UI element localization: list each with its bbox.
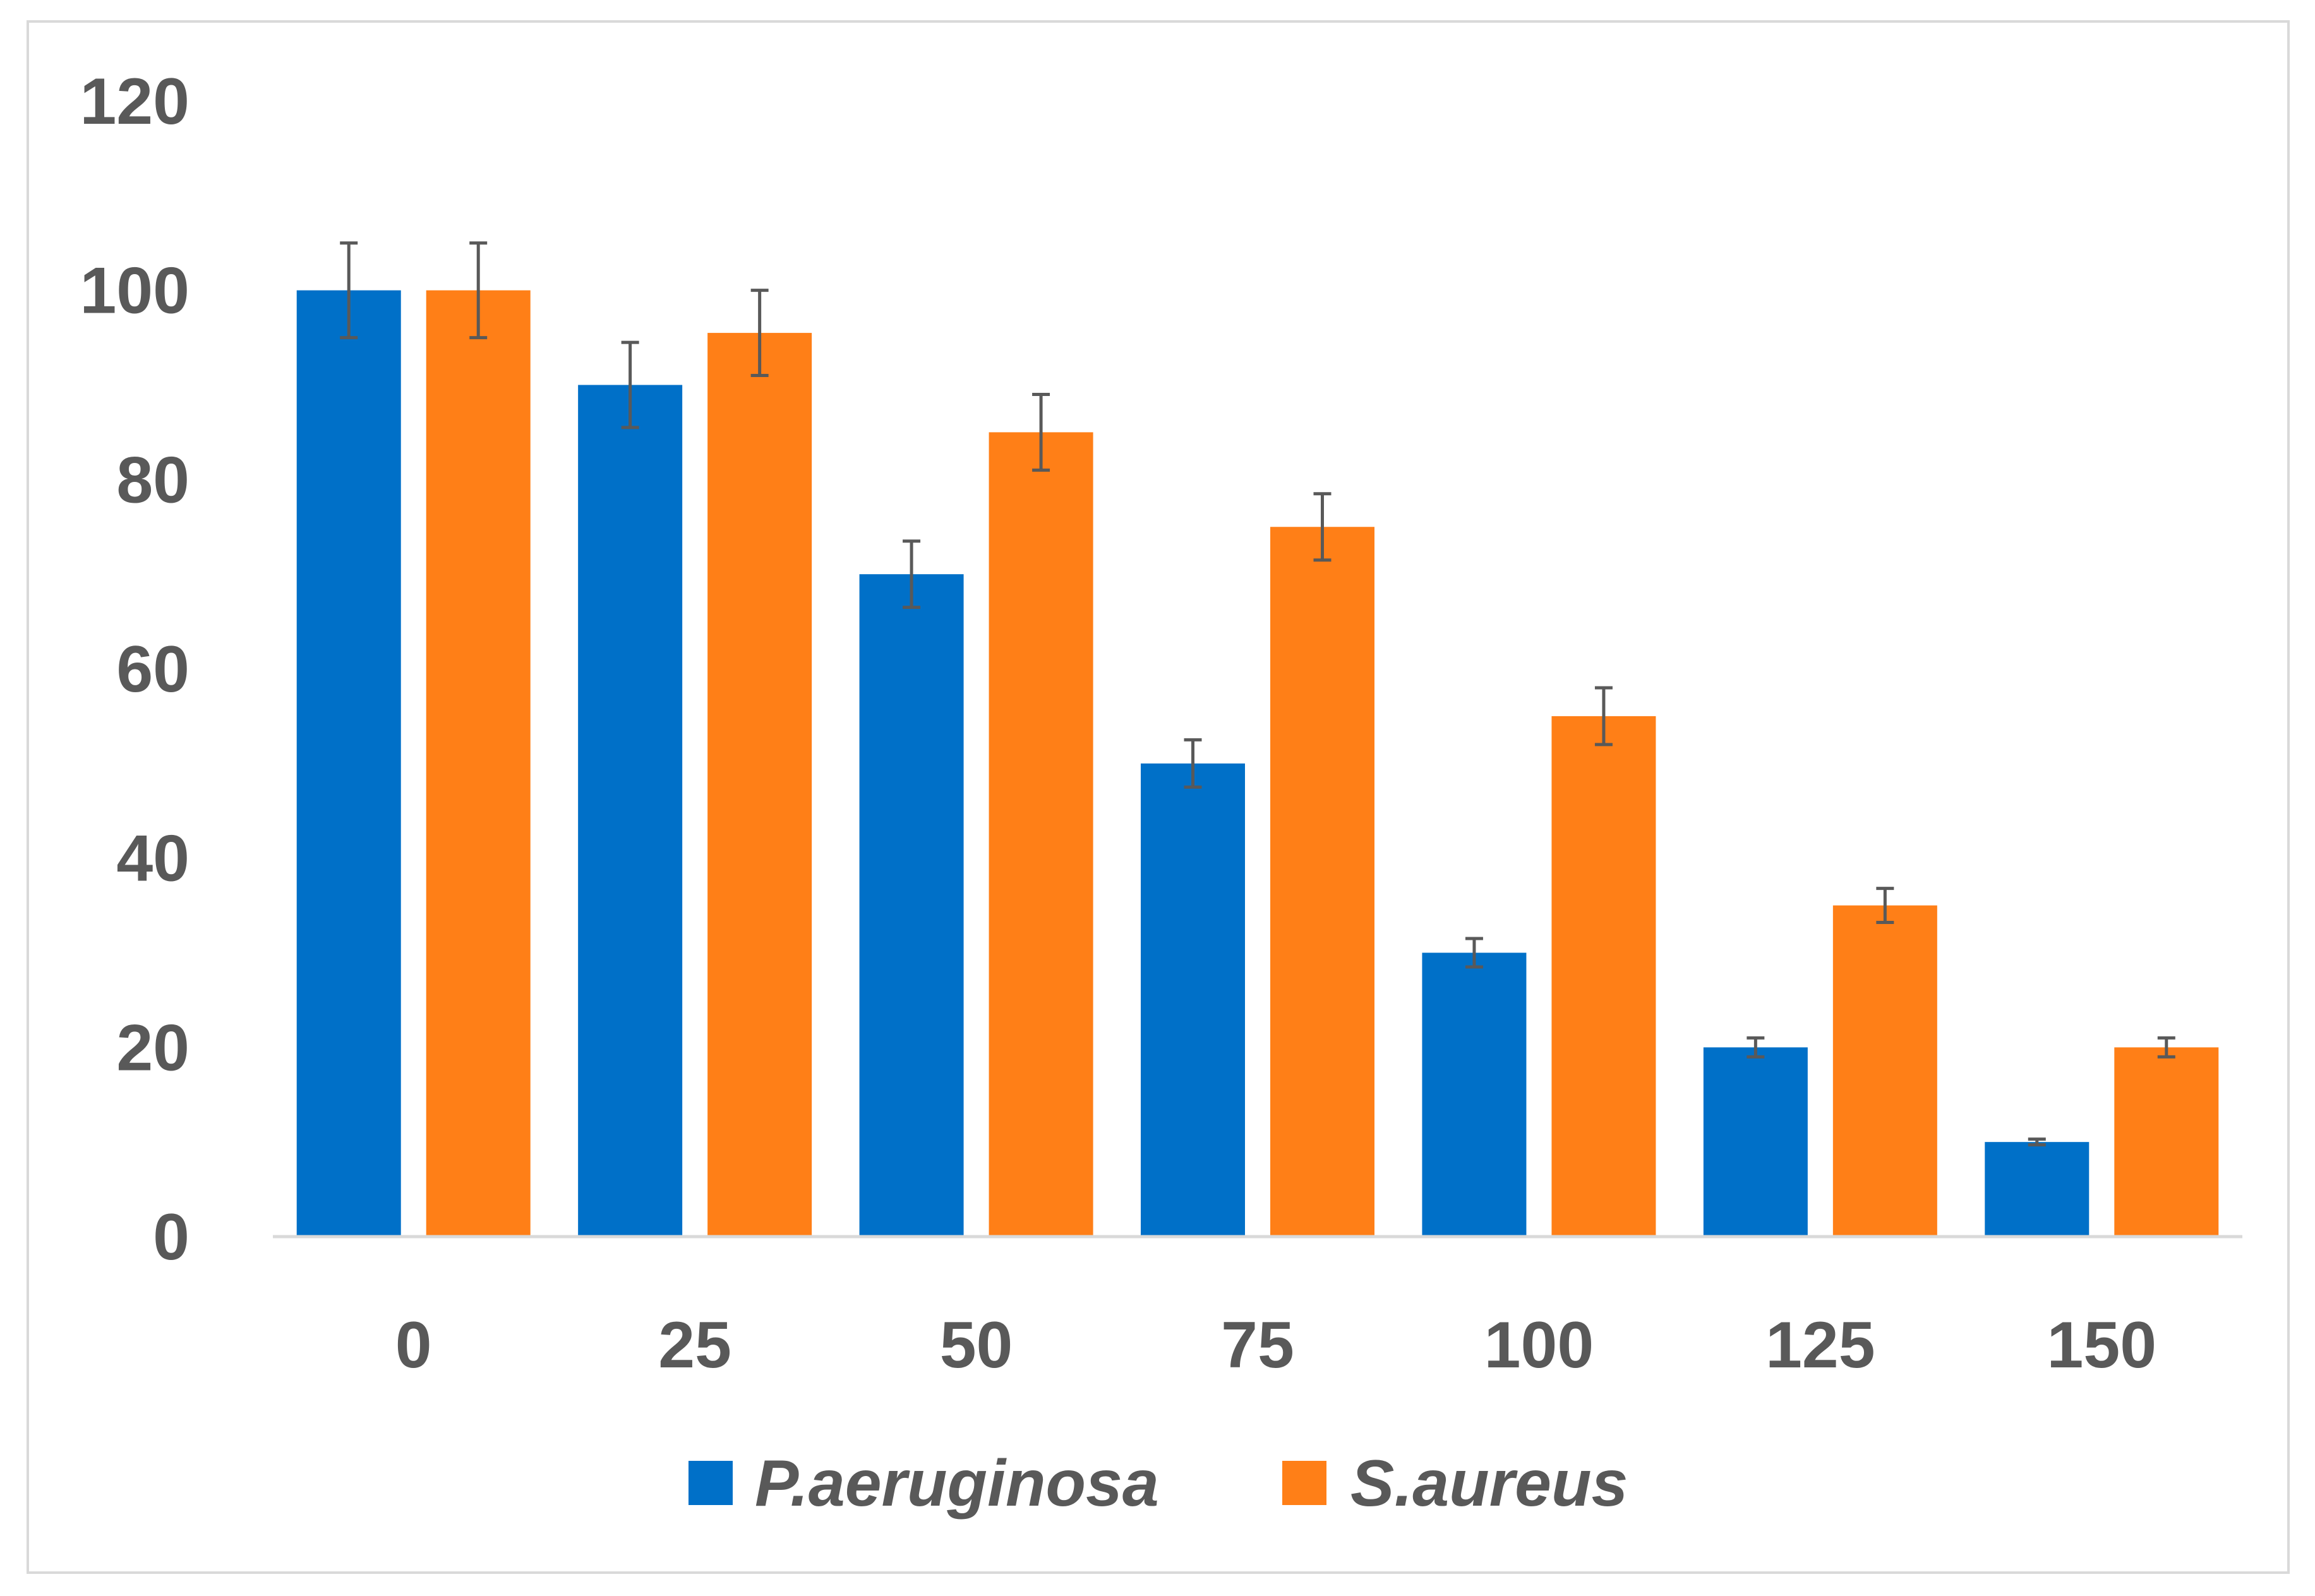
bar-paeruginosa-25 [578, 385, 683, 1237]
bar-saureus-50 [989, 432, 1093, 1237]
bar-paeruginosa-100 [1422, 952, 1527, 1237]
y-tick-label: 100 [80, 255, 189, 328]
error-bar [1184, 738, 1202, 789]
error-bar [2157, 1036, 2175, 1059]
error-bar [1313, 492, 1332, 562]
error-bar [903, 539, 921, 609]
error-bar [2028, 1137, 2046, 1147]
y-tick-label: 120 [80, 65, 189, 138]
bar-saureus-150 [2114, 1047, 2219, 1237]
bar-saureus-100 [1551, 716, 1656, 1237]
error-bar [621, 340, 639, 429]
y-axis-tick-labels: 0 20 40 60 80 100 120 [80, 65, 189, 1274]
bar-saureus-0 [426, 290, 531, 1237]
y-tick-label: 40 [116, 822, 189, 896]
y-tick-label: 80 [116, 443, 189, 517]
bar-saureus-75 [1270, 527, 1374, 1237]
x-tick-label: 150 [2047, 1309, 2157, 1382]
legend-label: P.aeruginosa [755, 1447, 1159, 1520]
x-tick-label: 25 [658, 1309, 731, 1382]
legend: P.aeruginosa S.aureus [688, 1447, 1628, 1520]
x-tick-label: 75 [1221, 1309, 1294, 1382]
bars [296, 290, 2219, 1237]
x-tick-label: 0 [395, 1309, 432, 1382]
bar-saureus-125 [1832, 905, 1937, 1237]
legend-item: S.aureus [1282, 1447, 1628, 1520]
x-tick-label: 100 [1484, 1309, 1594, 1382]
bar-saureus-25 [707, 333, 812, 1237]
legend-item: P.aeruginosa [688, 1447, 1159, 1520]
error-bar [1465, 937, 1483, 969]
x-tick-label: 125 [1765, 1309, 1875, 1382]
legend-label: S.aureus [1350, 1447, 1628, 1520]
bar-paeruginosa-50 [859, 574, 964, 1237]
error-bars [340, 241, 2175, 1147]
bar-paeruginosa-150 [1985, 1142, 2090, 1237]
bar-paeruginosa-75 [1141, 763, 1245, 1237]
y-tick-label: 0 [153, 1201, 189, 1274]
legend-swatch [1282, 1461, 1326, 1505]
error-bar [1876, 887, 1894, 925]
y-tick-label: 20 [116, 1011, 189, 1084]
error-bar [1032, 392, 1050, 472]
y-tick-label: 60 [116, 633, 189, 706]
error-bar [340, 241, 358, 340]
error-bar [750, 289, 769, 378]
bar-paeruginosa-125 [1703, 1047, 1808, 1237]
error-bar [1747, 1036, 1765, 1059]
error-bar [469, 241, 488, 340]
legend-swatch [688, 1461, 733, 1505]
error-bar [1594, 686, 1613, 747]
x-axis-tick-labels: 0 25 50 75 100 125 150 [395, 1309, 2156, 1382]
bar-paeruginosa-0 [296, 290, 401, 1237]
x-tick-label: 50 [940, 1309, 1013, 1382]
